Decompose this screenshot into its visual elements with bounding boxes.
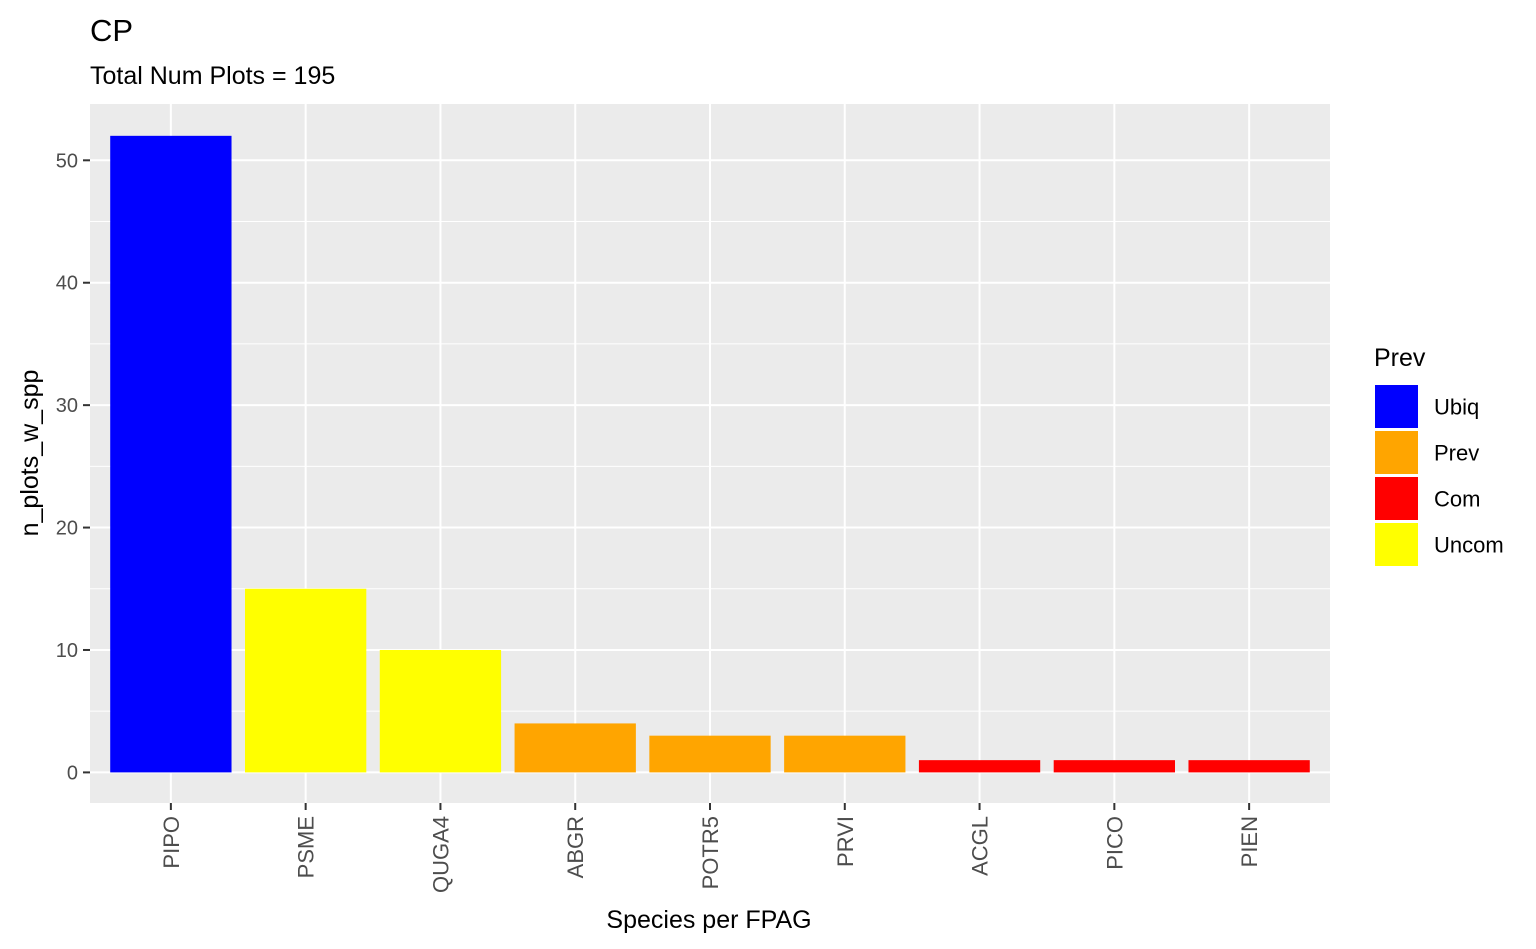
legend-label: Prev bbox=[1434, 441, 1479, 466]
x-axis-title: Species per FPAG bbox=[606, 906, 811, 934]
x-tick-label: ABGR bbox=[563, 816, 588, 878]
legend-entries: Ubiq Prev Com Uncom bbox=[1375, 385, 1504, 566]
bar-prvi bbox=[784, 735, 906, 773]
grid-lines bbox=[90, 104, 1330, 803]
y-tick-label: 10 bbox=[56, 640, 78, 662]
x-tick-label: POTR5 bbox=[698, 816, 723, 889]
legend: Prev Ubiq Prev Com Uncom bbox=[1374, 344, 1504, 566]
x-tick-label: PIPO bbox=[159, 816, 184, 869]
bar-potr5 bbox=[649, 735, 771, 773]
y-tick-label: 30 bbox=[56, 395, 78, 417]
y-tick-label: 20 bbox=[56, 518, 78, 540]
bar-psme bbox=[245, 588, 367, 773]
bar-pien bbox=[1188, 760, 1310, 773]
legend-key-uncom bbox=[1375, 523, 1418, 566]
y-tick-label: 40 bbox=[56, 273, 78, 295]
legend-label: Ubiq bbox=[1434, 395, 1479, 420]
x-tick-label: PICO bbox=[1102, 816, 1127, 870]
legend-key-ubiq bbox=[1375, 385, 1418, 428]
y-tick-label: 50 bbox=[56, 150, 78, 172]
legend-title: Prev bbox=[1374, 344, 1426, 372]
chart-subtitle: Total Num Plots = 195 bbox=[90, 62, 335, 90]
x-axis: PIPO PSME QUGA4 ABGR POTR5 PRVI ACGL PICO PIEN bbox=[159, 803, 1262, 893]
bars bbox=[110, 135, 1310, 773]
chart-title: CP bbox=[90, 13, 133, 48]
bar-acgl bbox=[918, 760, 1041, 773]
bar-pico bbox=[1053, 760, 1175, 773]
legend-key-com bbox=[1375, 477, 1418, 520]
x-tick-label: QUGA4 bbox=[428, 816, 453, 893]
legend-key-prev bbox=[1375, 431, 1418, 474]
x-tick-label: PRVI bbox=[833, 816, 858, 867]
y-axis-title: n_plots_w_spp bbox=[16, 370, 44, 537]
x-tick-label: PSME bbox=[294, 816, 319, 878]
y-axis: 0 10 20 30 40 50 bbox=[56, 150, 90, 784]
bar-pipo bbox=[110, 135, 232, 773]
bar-quga4 bbox=[379, 649, 502, 773]
legend-label: Uncom bbox=[1434, 533, 1504, 558]
x-tick-label: ACGL bbox=[968, 816, 993, 876]
y-tick-label: 0 bbox=[67, 762, 78, 784]
x-tick-label: PIEN bbox=[1237, 816, 1262, 867]
bar-abgr bbox=[514, 723, 636, 773]
legend-label: Com bbox=[1434, 487, 1480, 512]
